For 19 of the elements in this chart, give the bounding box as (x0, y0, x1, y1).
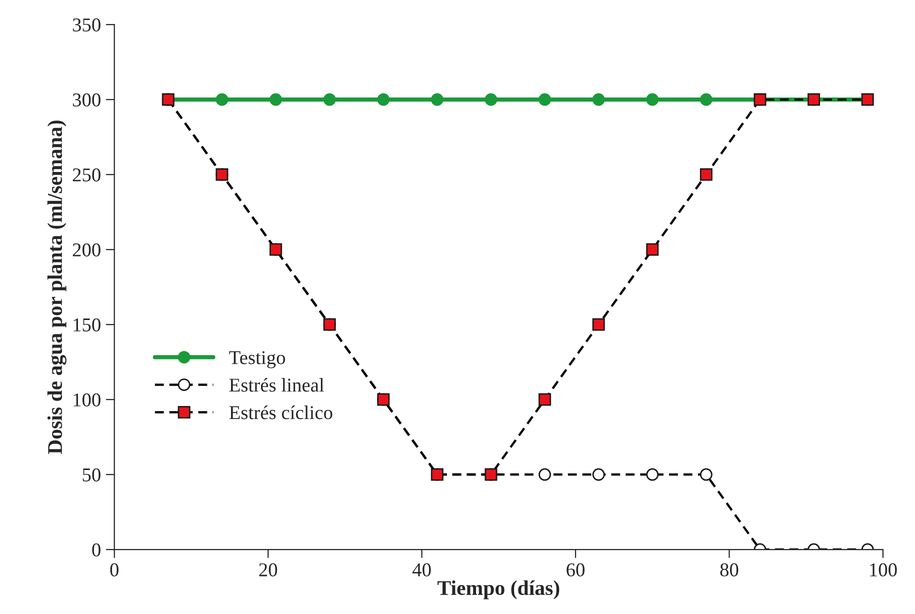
y-tick-label: 0 (92, 543, 100, 556)
legend-label: Estrés lineal (229, 378, 324, 392)
y-tick-label: 350 (72, 18, 100, 32)
y-tick-label: 100 (74, 393, 100, 406)
x-tick-label: 20 (259, 563, 278, 576)
y-tick-label: 150 (74, 318, 100, 332)
y-tick-label: 200 (72, 243, 100, 256)
y-axis-title: Dosis de agua por planta (ml/semana) (47, 120, 66, 454)
y-tick-label: 300 (72, 93, 100, 106)
x-axis-title: Tiempo (días) (438, 580, 560, 600)
legend-label: Testigo (229, 351, 286, 368)
x-tick-label: 40 (412, 563, 431, 576)
legend-label: Estrés cíclico (229, 406, 332, 420)
y-tick-label: 250 (72, 168, 100, 182)
x-tick-label: 80 (720, 563, 738, 576)
x-tick-label: 100 (870, 563, 897, 576)
y-tick-label: 50 (82, 468, 100, 482)
x-tick-label: 0 (110, 563, 118, 576)
x-tick-label: 60 (566, 563, 585, 576)
